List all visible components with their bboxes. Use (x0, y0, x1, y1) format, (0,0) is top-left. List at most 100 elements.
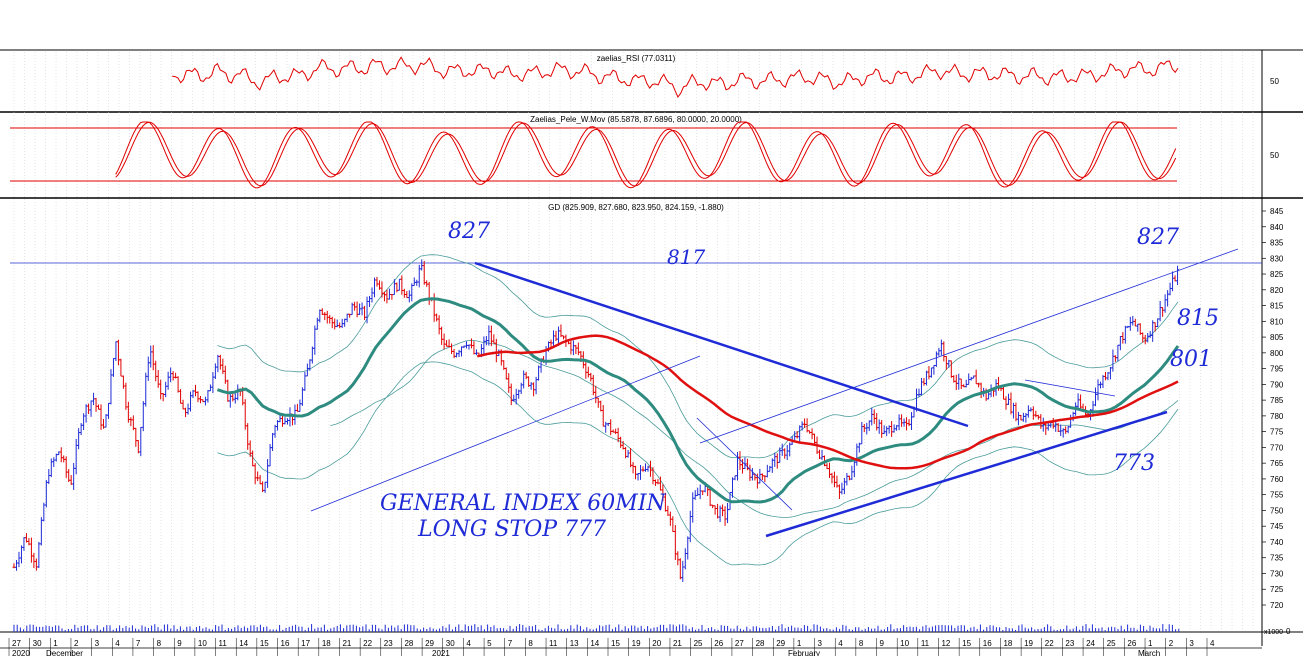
ohlc-bar (281, 415, 285, 427)
y-tick-label: 760 (1270, 475, 1284, 484)
ohlc-bar (425, 280, 429, 287)
ohlc-bar (959, 378, 963, 390)
ohlc-bar (313, 325, 317, 355)
x-month-label: 2021 (432, 649, 450, 656)
ohlc-bar (867, 420, 871, 432)
ohlc-bar (211, 372, 215, 394)
ohlc-bar (171, 371, 175, 381)
ohlc-bar (253, 463, 257, 485)
ohlc-bar (979, 382, 983, 399)
x-day-label: 16 (281, 639, 290, 648)
ohlc-bar (1016, 411, 1020, 426)
x-day-label: 22 (363, 639, 372, 648)
ohlc-bar (634, 465, 638, 480)
x-day-label: 18 (322, 639, 331, 648)
ohlc-bar (457, 349, 461, 358)
channel-lower-line (310, 355, 701, 512)
ohlc-bar (469, 338, 473, 349)
ohlc-bar (1163, 294, 1167, 313)
ohlc-bar (89, 400, 93, 417)
ohlc-bar (99, 404, 103, 430)
ohlc-bar (460, 346, 464, 357)
ohlc-bar (124, 382, 128, 410)
ohlc-bar (942, 341, 946, 362)
ohlc-bar (427, 281, 431, 305)
ohlc-bar (482, 336, 486, 355)
ohlc-bar (785, 444, 789, 461)
ohlc-bar (852, 460, 856, 478)
ohlc-bar (37, 541, 41, 569)
ohlc-bar (842, 477, 846, 495)
ohlc-bar (840, 482, 844, 495)
ohlc-bar (760, 473, 764, 480)
ohlc-bar (778, 447, 782, 463)
y-tick-label: 820 (1270, 286, 1284, 295)
ohlc-bar (59, 447, 63, 463)
ohlc-bar (922, 378, 926, 386)
ohlc-bar (648, 460, 652, 477)
ohlc-bar (671, 516, 675, 532)
ohlc-bar (609, 419, 613, 436)
x-day-label: 23 (1065, 639, 1074, 648)
stoch-k-line (115, 121, 1177, 189)
ohlc-bar (726, 503, 730, 524)
ohlc-bar (957, 373, 961, 390)
y-tick-label: 815 (1270, 302, 1284, 311)
x-day-label: 3 (818, 639, 823, 648)
x-month-label: December (46, 649, 83, 656)
ohlc-bar (402, 288, 406, 298)
ohlc-bar (203, 396, 207, 406)
y-tick-label: 805 (1270, 333, 1284, 342)
stoch-y-label: 50 (1270, 151, 1279, 160)
ohlc-bar (343, 318, 347, 327)
ohlc-bar (353, 301, 357, 311)
ohlc-bar (14, 559, 18, 571)
x-day-label: 11 (921, 639, 930, 648)
x-day-label: 15 (260, 639, 269, 648)
ohlc-bar (213, 363, 217, 380)
ohlc-bar (847, 475, 851, 481)
ohlc-bar (865, 422, 869, 435)
ohlc-bar (345, 313, 349, 323)
volume-strip: x1000 0 (13, 624, 1291, 636)
y-tick-label: 790 (1270, 380, 1284, 389)
x-day-label: 2 (1169, 639, 1174, 648)
ohlc-bar (643, 463, 647, 472)
rsi-y-label: 50 (1270, 77, 1279, 86)
ohlc-bar (1146, 333, 1150, 343)
y-tick-label: 720 (1270, 601, 1284, 610)
y-tick-label: 835 (1270, 239, 1284, 248)
x-month-label: 2020 (12, 649, 30, 656)
ohlc-bar (676, 551, 680, 566)
annotation-right-top: 827 (1137, 225, 1179, 250)
x-day-label: 1 (797, 639, 802, 648)
ohlc-bar (919, 377, 923, 396)
ohlc-bar (72, 463, 76, 490)
ohlc-bar (151, 345, 155, 371)
ohlc-bar (445, 340, 449, 347)
ohlc-bar (877, 419, 881, 434)
ohlc-bar (208, 384, 212, 392)
y-tick-label: 840 (1270, 223, 1284, 232)
y-tick-label: 755 (1270, 491, 1284, 500)
ohlc-bar (977, 382, 981, 388)
x-day-label: 30 (33, 639, 42, 648)
y-tick-label: 765 (1270, 459, 1284, 468)
ohlc-bar (283, 417, 287, 425)
ohlc-bar (713, 505, 717, 515)
ohlc-bar (104, 414, 108, 428)
ohlc-bar (288, 407, 292, 427)
annotation-note-2: LONG STOP 777 (417, 517, 606, 542)
ohlc-bar (474, 349, 478, 356)
ohlc-bar (890, 421, 894, 437)
y-tick-label: 735 (1270, 554, 1284, 563)
ohlc-bar (596, 397, 600, 408)
ohlc-bar (139, 426, 143, 457)
ohlc-bar (368, 295, 372, 307)
ohlc-bar (166, 371, 170, 390)
ohlc-bar (310, 346, 314, 364)
ohlc-bar (1064, 426, 1068, 434)
ohlc-bar (656, 479, 660, 485)
ohlc-bar (437, 315, 441, 335)
ohlc-bar (363, 305, 367, 320)
